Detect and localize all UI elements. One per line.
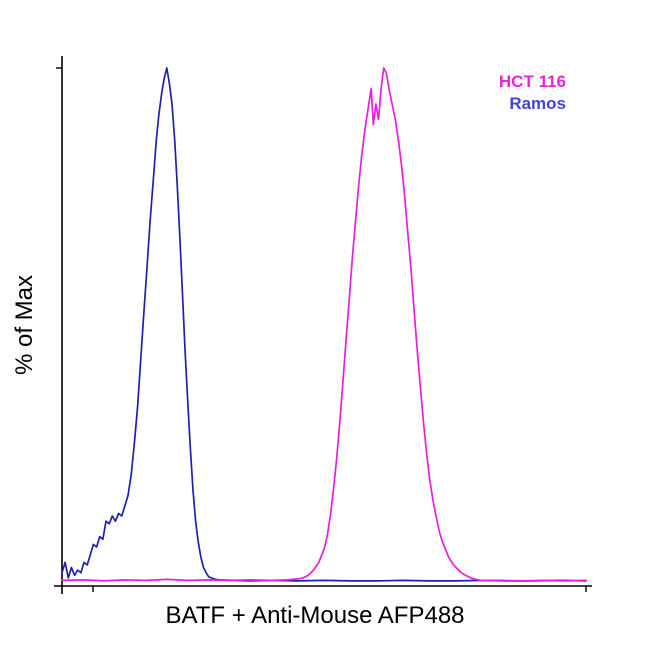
ramos-curve [61,67,587,582]
x-axis-label: BATF + Anti-Mouse AFP488 [165,602,464,629]
hct116-curve [61,67,587,582]
legend-label-hct116: HCT 116 [499,72,566,91]
y-axis-label: % of Max [11,275,38,375]
legend-label-ramos: Ramos [509,94,566,113]
